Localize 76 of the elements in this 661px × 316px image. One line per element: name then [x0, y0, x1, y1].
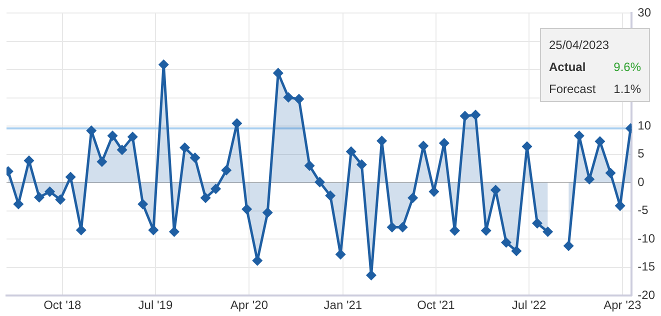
point	[86, 126, 96, 136]
point	[522, 142, 532, 152]
annotation: 25/04/2023	[549, 38, 610, 52]
point	[211, 184, 221, 194]
point	[242, 204, 252, 214]
point	[169, 227, 179, 237]
x-tick-label: Oct '21	[417, 298, 456, 312]
y-tick-label: 10	[638, 118, 652, 132]
point	[294, 94, 304, 104]
point	[418, 141, 428, 151]
point	[232, 118, 242, 128]
point	[222, 165, 232, 175]
y-tick-label: -10	[638, 231, 656, 246]
point	[615, 201, 625, 211]
point	[190, 153, 200, 163]
point	[304, 160, 314, 170]
point	[460, 111, 470, 121]
annotation: 9.6%	[614, 60, 641, 74]
x-tick-label: Jan '21	[324, 298, 362, 312]
point	[450, 226, 460, 236]
point	[262, 208, 272, 218]
x-tick-label: Jul '19	[138, 298, 173, 312]
point	[66, 172, 76, 182]
y-tick-label: 30	[638, 6, 652, 20]
point	[158, 60, 168, 70]
y-tick-label: 5	[638, 146, 645, 161]
point	[595, 136, 605, 146]
point	[543, 227, 553, 237]
x-tick-label: Apr '20	[230, 298, 268, 312]
point	[366, 270, 376, 280]
point	[346, 146, 356, 156]
annotation: Forecast	[549, 82, 596, 96]
point	[138, 199, 148, 209]
point	[387, 222, 397, 232]
point	[564, 241, 574, 251]
point	[532, 218, 542, 228]
annotation: 1.1%	[614, 82, 641, 96]
point	[481, 226, 491, 236]
point	[408, 193, 418, 203]
point	[148, 225, 158, 235]
point	[200, 193, 210, 203]
y-tick-label: -15	[638, 260, 656, 274]
point	[398, 222, 408, 232]
point	[24, 156, 34, 166]
point	[377, 136, 387, 146]
point	[439, 138, 449, 148]
point	[180, 142, 190, 152]
point	[356, 160, 366, 170]
point	[284, 92, 294, 102]
point	[56, 194, 66, 204]
point	[45, 186, 55, 196]
annotation: Actual	[549, 60, 586, 74]
x-tick-label: Oct '18	[44, 298, 82, 312]
point	[574, 131, 584, 141]
point	[326, 190, 336, 200]
point	[490, 185, 500, 195]
point	[501, 238, 511, 248]
x-tick-label: Jul '22	[512, 298, 547, 312]
point	[512, 246, 522, 256]
point	[108, 131, 118, 141]
point	[336, 250, 346, 260]
y-tick-label: -5	[638, 203, 649, 218]
point	[76, 225, 86, 235]
point	[606, 168, 616, 178]
point	[273, 68, 283, 78]
point	[128, 132, 138, 142]
point	[584, 174, 594, 184]
point	[34, 192, 44, 202]
y-tick-label: 0	[638, 174, 645, 189]
point	[252, 256, 262, 266]
point	[14, 199, 24, 209]
point	[97, 156, 107, 166]
point	[429, 186, 439, 196]
point	[315, 177, 325, 187]
point	[117, 145, 127, 155]
point	[470, 110, 480, 120]
